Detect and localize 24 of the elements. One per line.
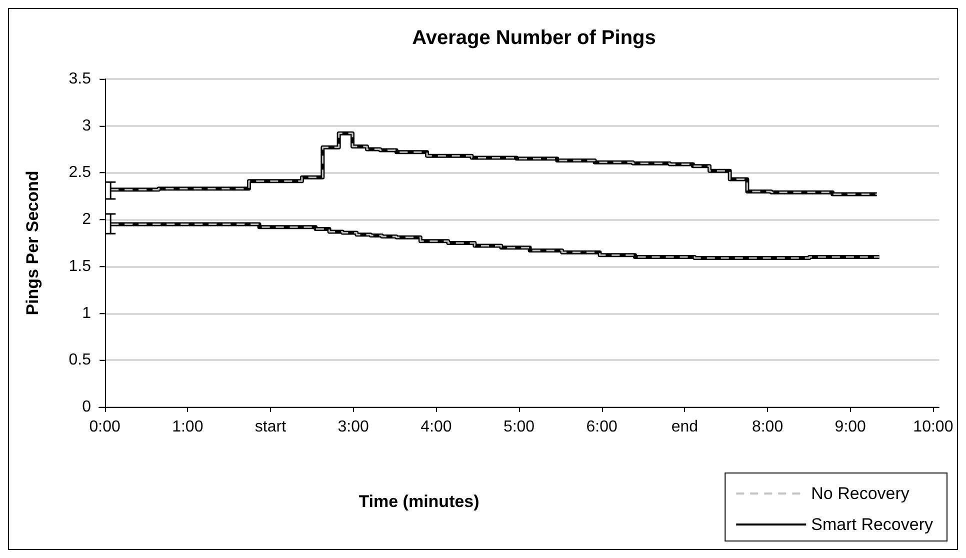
y-tick-label: 2.5 xyxy=(68,164,92,182)
x-tick-label: 0:00 xyxy=(89,418,120,436)
y-tick-label: 3 xyxy=(82,117,92,134)
y-tick-label: 1 xyxy=(82,304,92,322)
y-tick-label: 2 xyxy=(82,211,92,228)
legend-label: No Recovery xyxy=(811,484,910,503)
x-tick-label: 6:00 xyxy=(586,418,618,436)
x-tick-label: 1:00 xyxy=(172,418,204,436)
x-tick-label: 5:00 xyxy=(503,418,535,436)
x-tick-label: end xyxy=(671,418,698,436)
y-tick-label: 3.5 xyxy=(68,70,92,88)
x-tick-label: start xyxy=(254,418,287,436)
chart-title: Average Number of Pings xyxy=(412,27,656,49)
y-tick-label: 0.5 xyxy=(68,352,92,369)
x-tick-label: 3:00 xyxy=(338,418,369,436)
y-tick-label: 1.5 xyxy=(68,258,92,275)
legend-label: Smart Recovery xyxy=(811,515,934,534)
x-tick-label: 10:00 xyxy=(913,418,954,436)
x-tick-label: 8:00 xyxy=(752,418,784,436)
y-axis-title: Pings Per Second xyxy=(23,170,42,316)
y-tick-label: 0 xyxy=(82,398,92,416)
x-tick-label: 4:00 xyxy=(420,418,452,436)
x-axis-title: Time (minutes) xyxy=(358,492,480,511)
x-tick-label: 9:00 xyxy=(834,418,866,436)
